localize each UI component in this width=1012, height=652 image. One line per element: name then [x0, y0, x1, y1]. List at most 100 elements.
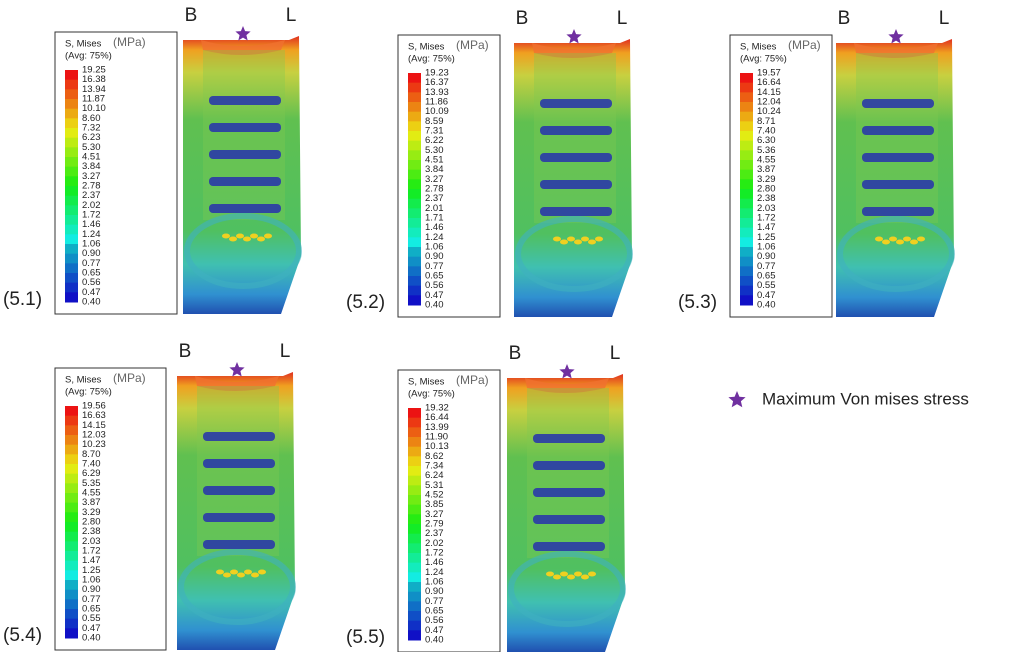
legend-title: S, Mises: [65, 39, 102, 50]
colorbar-segment: [65, 512, 78, 522]
model: [507, 374, 625, 652]
panel: (5.4)S, Mises(MPa)(Avg: 75%)19.5616.6314…: [3, 341, 295, 650]
colorbar-segment: [408, 563, 421, 573]
model: [177, 372, 295, 650]
colorbar-segment: [408, 621, 421, 631]
legend-title: S, Mises: [65, 375, 102, 386]
thread: [209, 123, 281, 132]
colorbar-segment: [408, 237, 421, 247]
implant-core: [856, 53, 938, 223]
colorbar-segment: [740, 131, 753, 141]
colorbar-segment: [65, 599, 78, 609]
colorbar-segment: [740, 295, 753, 305]
lingual-label: L: [939, 8, 950, 29]
buccal-label: B: [509, 343, 522, 364]
panel-label: (5.3): [678, 292, 717, 313]
star-icon: [229, 362, 244, 377]
star-icon: [566, 29, 581, 44]
thread: [209, 96, 281, 105]
lingual-label: L: [286, 5, 297, 26]
colorbar-segment: [740, 170, 753, 180]
legend-value: 0.40: [82, 633, 101, 644]
colorbar-segment: [65, 234, 78, 244]
colorbar-segment: [65, 244, 78, 254]
colorbar-segment: [740, 237, 753, 247]
stress-spot: [236, 234, 244, 239]
colorbar-segment: [408, 408, 421, 418]
stress-spot: [889, 237, 897, 242]
stress-spot: [258, 570, 266, 575]
colorbar-segment: [408, 534, 421, 544]
colorbar-segment: [65, 147, 78, 157]
colorbar-segment: [408, 592, 421, 602]
colorbar-segment: [740, 112, 753, 122]
stress-spot: [223, 573, 231, 578]
colorbar-segment: [65, 254, 78, 264]
legend-unit: (MPa): [113, 371, 146, 385]
colorbar-segment: [740, 189, 753, 199]
legend-title: S, Mises: [408, 377, 445, 388]
legend-unit: (MPa): [456, 38, 489, 52]
stress-spot: [567, 575, 575, 580]
panel-label: (5.4): [3, 625, 42, 646]
model: [836, 39, 954, 317]
colorbar-segment: [65, 215, 78, 225]
colorbar-segment: [408, 630, 421, 640]
colorbar-segment: [65, 80, 78, 90]
panel: (5.3)S, Mises(MPa)(Avg: 75%)19.5716.6414…: [678, 8, 954, 317]
colorbar-segment: [65, 483, 78, 493]
colorbar-segment: [65, 138, 78, 148]
star-icon: [235, 26, 250, 41]
stress-spot: [560, 240, 568, 245]
stress-spot: [257, 237, 265, 242]
colorbar-segment: [65, 435, 78, 445]
thread: [533, 434, 605, 443]
colorbar-segment: [740, 160, 753, 170]
colorbar-segment: [408, 160, 421, 170]
buccal-label: B: [179, 341, 192, 362]
thread: [203, 459, 275, 468]
colorbar-segment: [408, 102, 421, 112]
thread: [209, 204, 281, 213]
colorbar-segment: [408, 179, 421, 189]
stress-spot: [251, 573, 259, 578]
stress-spot: [567, 237, 575, 242]
colorbar-segment: [65, 628, 78, 638]
colorbar-segment: [408, 601, 421, 611]
stress-spot: [903, 237, 911, 242]
colorbar-segment: [65, 619, 78, 629]
colorbar-segment: [65, 273, 78, 283]
colorbar-segment: [65, 186, 78, 196]
colorbar-segment: [408, 150, 421, 160]
stress-spot: [546, 572, 554, 577]
legend-value: 0.40: [757, 300, 776, 311]
thread: [862, 99, 934, 108]
model: [514, 39, 632, 317]
colorbar-segment: [408, 514, 421, 524]
colorbar-segment: [740, 208, 753, 218]
colorbar-segment: [408, 276, 421, 286]
colorbar-segment: [408, 572, 421, 582]
colorbar-segment: [65, 283, 78, 293]
colorbar-segment: [65, 292, 78, 302]
stress-spot: [237, 573, 245, 578]
stress-spot: [560, 572, 568, 577]
legend-avg: (Avg: 75%): [65, 387, 112, 398]
colorbar-segment: [65, 416, 78, 426]
colorbar-segment: [65, 474, 78, 484]
colorbar-segment: [740, 228, 753, 238]
colorbar-segment: [408, 257, 421, 267]
panel: (5.5)S, Mises(MPa)(Avg: 75%)19.3216.4413…: [346, 343, 625, 652]
stress-spot: [910, 240, 918, 245]
legend-avg: (Avg: 75%): [408, 389, 455, 400]
lingual-label: L: [280, 341, 291, 362]
stress-spot: [250, 234, 258, 239]
legend-avg: (Avg: 75%): [408, 54, 455, 65]
colorbar-segment: [740, 121, 753, 131]
lingual-label: L: [617, 8, 628, 29]
thread: [540, 207, 612, 216]
colorbar-segment: [408, 495, 421, 505]
colorbar-segment: [408, 121, 421, 131]
stress-spot: [581, 575, 589, 580]
stress-spot: [917, 237, 925, 242]
